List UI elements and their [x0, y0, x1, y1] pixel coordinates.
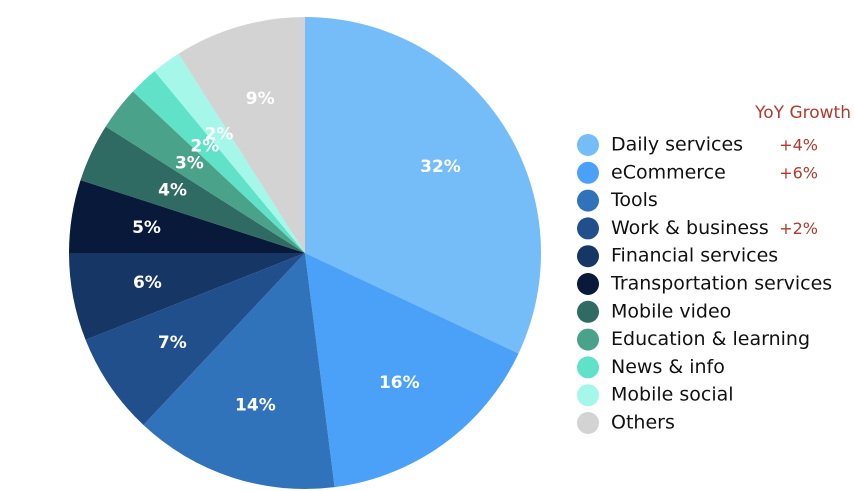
legend-swatch-daily-services: [577, 134, 599, 156]
pie-slice-tools: [143, 253, 335, 490]
pie-slice-labels: 32% 16% 14% 7% 6% 5% 4% 3%2%2% 9%: [132, 89, 461, 416]
legend-label-education-and-learning: Education & learning: [611, 328, 810, 350]
legend-label-financial-services: Financial services: [611, 245, 778, 267]
legend-label-mobile-video: Mobile video: [611, 300, 731, 322]
pie-slice-ecommerce: [305, 253, 519, 488]
growth-value-work-and-business: +2%: [779, 219, 818, 238]
pie-slices: [69, 17, 541, 490]
slice-label-ecommerce: 16%: [379, 373, 420, 393]
slice-label-mobile-social: 2%: [205, 125, 234, 145]
pie-slice-daily-services: [305, 17, 541, 354]
slice-label-financial-services: 6%: [133, 273, 162, 293]
legend-label-work-and-business: Work & business: [611, 217, 769, 239]
legend-label-others: Others: [611, 412, 675, 434]
growth-value-daily-services: +4%: [779, 136, 818, 155]
slice-label-daily-services: 32%: [420, 157, 461, 177]
slice-label-others: 9%: [246, 89, 275, 109]
legend-label-transportation-services: Transportation services: [610, 273, 832, 295]
pie-slice-education-and-learning: [105, 91, 306, 253]
growth-value-ecommerce: +6%: [779, 163, 818, 182]
pie-slice-mobile-video: [80, 126, 305, 253]
slice-label-mobile-video: 4%: [158, 181, 187, 201]
legend-label-mobile-social: Mobile social: [611, 384, 734, 406]
pie-slice-financial-services: [69, 253, 305, 340]
legend-label-news-and-info: News & info: [611, 356, 725, 378]
legend: YoY Growth Daily services +4% eCommerce +6%…: [577, 103, 851, 434]
pie-slice-news-and-info: [132, 71, 305, 253]
slice-label-tools: 14%: [235, 396, 276, 416]
legend-swatch-news-and-info: [577, 356, 599, 379]
slice-label-transportation-services: 5%: [132, 218, 161, 238]
pie-slice-transportation-services: [69, 180, 305, 253]
legend-swatch-transportation-services: [577, 273, 599, 295]
pie-slice-others: [178, 17, 305, 253]
pie-slice-mobile-social: [154, 53, 305, 253]
yoy-growth-header: YoY Growth: [754, 103, 851, 123]
legend-swatch-mobile-social: [577, 384, 599, 407]
legend-swatch-financial-services: [577, 245, 599, 268]
slice-label-work-and-business: 7%: [158, 333, 187, 353]
legend-swatch-work-and-business: [577, 217, 599, 240]
legend-swatch-tools: [577, 189, 599, 212]
pie-slice-work-and-business: [85, 253, 305, 426]
legend-swatch-education-and-learning: [577, 328, 599, 351]
legend-swatch-ecommerce: [577, 161, 599, 184]
legend-swatch-mobile-video: [577, 300, 599, 323]
legend-label-tools: Tools: [610, 189, 658, 211]
legend-swatch-others: [577, 412, 599, 434]
slice-label-news-and-info: 2%: [190, 136, 219, 156]
slice-label-education-and-learning: 3%: [175, 153, 204, 173]
legend-label-ecommerce: eCommerce: [611, 161, 726, 183]
legend-label-daily-services: Daily services: [611, 134, 743, 156]
